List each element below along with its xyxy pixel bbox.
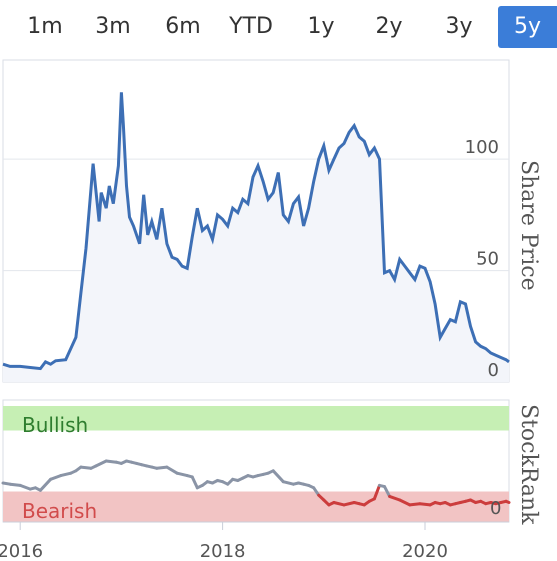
rank-segment xyxy=(155,465,169,470)
tab-6m[interactable]: 6m xyxy=(165,14,201,39)
time-range-tabs: 1m 3m 6m YTD 1y 2y 3y 5y xyxy=(0,6,557,48)
rank-segment xyxy=(383,485,392,498)
rank-y-tick-0: 0 xyxy=(490,498,501,519)
rank-segment xyxy=(38,477,53,492)
rank-line xyxy=(1,459,511,507)
rank-segment xyxy=(388,494,402,502)
tab-ytd[interactable]: YTD xyxy=(229,14,273,39)
rank-segment xyxy=(281,480,295,486)
x-tick-label-2016: 2016 xyxy=(0,541,43,561)
x-tick-label-2018: 2018 xyxy=(200,541,246,561)
x-tick-label-2020: 2020 xyxy=(402,541,448,561)
rank-segment xyxy=(372,483,381,501)
bearish-zone xyxy=(3,491,509,522)
tab-3y[interactable]: 3y xyxy=(445,14,473,39)
price-line xyxy=(2,92,510,371)
tab-2y[interactable]: 2y xyxy=(375,14,403,39)
price-area-fill xyxy=(3,92,509,383)
price-y-tick-labels: 0 50 100 xyxy=(465,137,499,381)
rank-segment xyxy=(18,483,32,491)
price-y-tick-50: 50 xyxy=(476,249,499,270)
tab-5y[interactable]: 5y xyxy=(498,6,557,48)
rank-segment xyxy=(408,502,422,507)
rank-segment xyxy=(49,474,63,481)
rank-segment xyxy=(175,471,189,478)
bullish-label: Bullish xyxy=(22,413,88,437)
rank-segment xyxy=(332,501,346,507)
tab-1y[interactable]: 1y xyxy=(307,14,335,39)
price-axis-label: Share Price xyxy=(516,160,541,291)
price-y-tick-100: 100 xyxy=(465,137,499,158)
tab-1m[interactable]: 1m xyxy=(27,14,63,39)
price-y-tick-0: 0 xyxy=(488,360,499,381)
rank-segment xyxy=(104,459,118,464)
rank-segment xyxy=(398,498,412,507)
bullish-zone xyxy=(3,406,509,431)
rank-segment xyxy=(8,482,22,487)
rank-segment xyxy=(94,459,108,468)
rank-segment xyxy=(190,475,199,490)
rank-segment xyxy=(271,469,285,484)
rank-segment xyxy=(79,465,93,470)
bearish-label: Bearish xyxy=(22,499,97,523)
x-axis-ticks: 2016 2018 2020 xyxy=(0,522,448,561)
rank-segment xyxy=(165,465,179,475)
rank-segment xyxy=(504,499,511,504)
rank-axis-label: StockRank xyxy=(516,404,541,525)
rank-segment xyxy=(59,471,73,478)
rank-segment xyxy=(342,501,356,507)
tab-3m[interactable]: 3m xyxy=(95,14,131,39)
rank-segment xyxy=(418,502,432,507)
